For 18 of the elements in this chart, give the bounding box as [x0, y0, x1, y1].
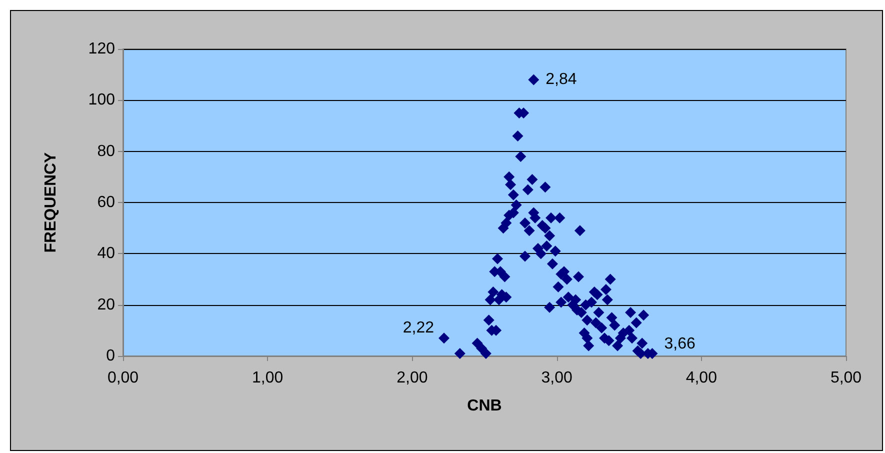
y-tick-label: 80: [97, 142, 116, 160]
y-tick-label: 120: [88, 40, 116, 58]
y-tick-label: 40: [97, 245, 116, 262]
x-tick-label: 4,00: [686, 370, 718, 386]
y-tick-label: 0: [106, 348, 116, 364]
y-tick-label: 100: [88, 92, 116, 109]
annotation: 3,66: [664, 336, 696, 352]
x-tick-label: 0,00: [107, 370, 139, 386]
annotation: 2,22: [402, 320, 434, 337]
x-tick-label: 1,00: [252, 370, 284, 386]
y-tick-label: 20: [97, 296, 116, 314]
x-tick-label: 5,00: [830, 370, 862, 386]
y-axis-title: FREQUENCY: [42, 152, 60, 253]
x-axis-title: CNB: [467, 398, 502, 414]
x-tick-label: 3,00: [541, 370, 572, 386]
annotation: 2,84: [546, 71, 577, 88]
x-tick-label: 2,00: [396, 370, 428, 386]
y-tick-label: 60: [97, 194, 116, 211]
